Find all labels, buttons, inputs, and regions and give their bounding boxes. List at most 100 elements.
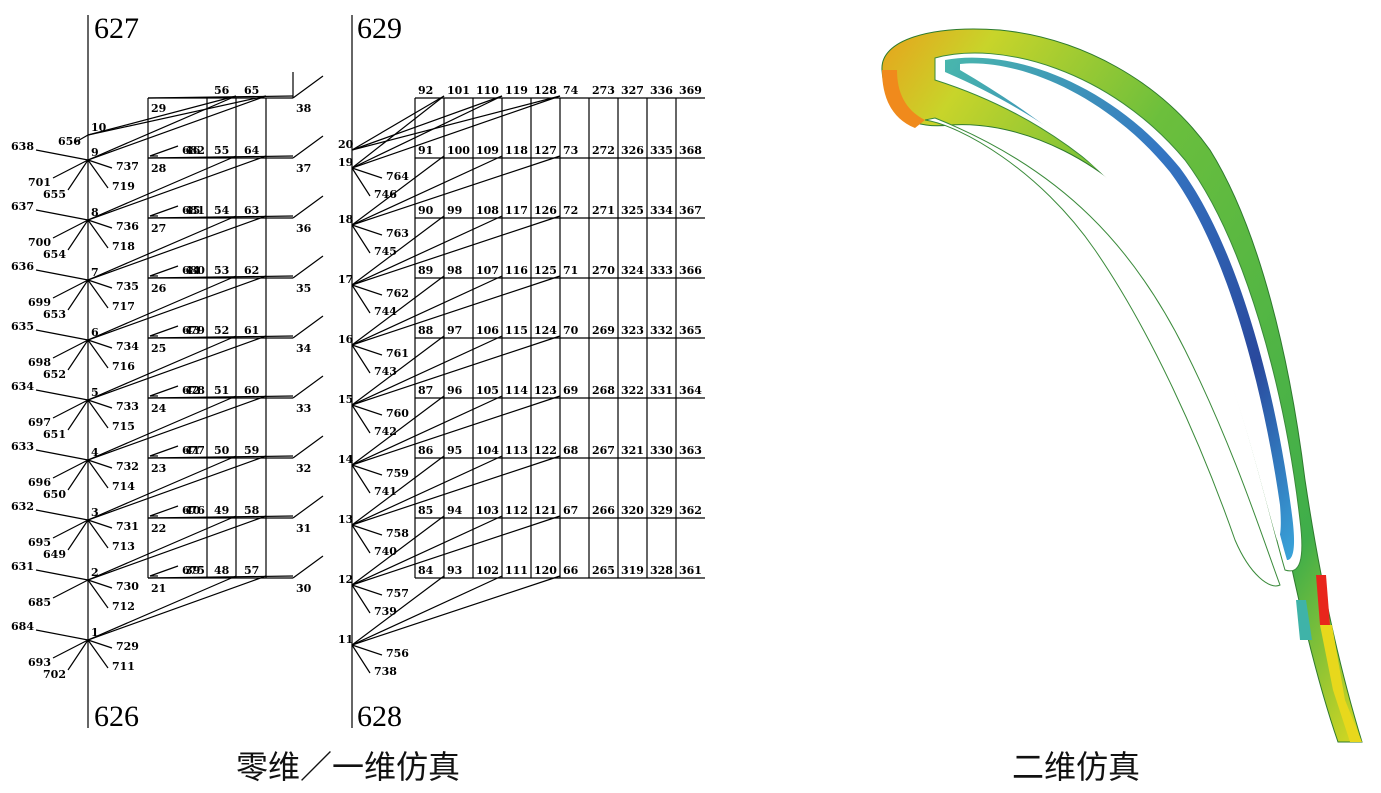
spoke-label: 653: [43, 308, 66, 321]
spoke-line: [87, 279, 113, 289]
spoke-line: [351, 344, 371, 374]
grid-cell-label: 61: [244, 324, 259, 337]
spoke-line: [87, 339, 109, 369]
grid-cell-label: 329: [650, 504, 673, 517]
spoke-line: [351, 524, 383, 536]
spoke-label: 761: [386, 347, 409, 360]
spoke-label: 654: [43, 248, 66, 261]
grid-cell-label: 320: [621, 504, 644, 517]
grid-cell-label: 73: [563, 144, 578, 157]
spoke-line: [67, 639, 89, 671]
fan-line: [87, 515, 267, 581]
node-label: 17: [338, 273, 353, 286]
grid-cell-label: 331: [650, 384, 673, 397]
node-label: 14: [338, 453, 354, 466]
arrow-line: [149, 145, 179, 157]
spoke-label: 702: [43, 668, 66, 681]
diagonal-line: [292, 255, 324, 279]
grid-cell-label: 123: [534, 384, 557, 397]
fan-line: [351, 335, 503, 406]
grid-cell-label: 124: [534, 324, 557, 337]
fan-line: [351, 95, 561, 169]
spoke-label: 652: [43, 368, 66, 381]
node-label: 12: [338, 573, 353, 586]
grid-cell-label: 106: [476, 324, 499, 337]
spoke-line: [351, 167, 383, 179]
blade-hot-spot: [1316, 575, 1330, 625]
node-label: 2: [91, 566, 99, 579]
spoke-line: [67, 519, 89, 551]
spoke-label: 764: [386, 170, 409, 183]
grid-cell-label: 54: [214, 204, 230, 217]
fan-line: [351, 455, 445, 526]
arrow-line: [149, 565, 179, 577]
fan-line: [147, 395, 294, 399]
spoke-label: 732: [116, 460, 139, 473]
fan-line: [351, 155, 561, 226]
grid-cell-label: 128: [534, 84, 557, 97]
fan-line: [87, 455, 267, 521]
grid-cell-label: 86: [418, 444, 434, 457]
spoke-label: 762: [386, 287, 409, 300]
spoke-label: 693: [28, 656, 51, 669]
blade-leading-edge-pocket: [924, 117, 1281, 587]
grid-right-label: 38: [296, 102, 312, 115]
spoke-line: [52, 279, 89, 299]
grid-left-label: 25: [151, 342, 166, 355]
grid-cell-label: 96: [447, 384, 463, 397]
spoke-line: [87, 519, 113, 529]
fan-line: [351, 95, 503, 169]
spoke-line: [35, 149, 89, 161]
spoke-line: [35, 629, 89, 641]
grid-cell-label: 127: [534, 144, 557, 157]
grid-cell-label: 51: [214, 384, 229, 397]
spoke-label: 736: [116, 220, 139, 233]
spoke-label: 631: [11, 560, 34, 573]
spoke-label: 730: [116, 580, 139, 593]
fan-line: [87, 335, 237, 401]
grid-right-label: 30: [296, 582, 312, 595]
spoke-label: 763: [386, 227, 409, 240]
network-diagram-left: 6276261684693702729711263168573071236326…: [11, 12, 324, 733]
spoke-line: [87, 399, 113, 409]
arrow-line: [149, 445, 179, 457]
grid-cell-label: 327: [621, 84, 644, 97]
spoke-line: [351, 584, 383, 596]
grid-cell-label: 333: [650, 264, 673, 277]
spoke-line: [351, 224, 371, 254]
spoke-label: 649: [43, 548, 66, 561]
grid-cell-label: 44: [185, 264, 201, 277]
spoke-line: [87, 579, 113, 589]
spoke-line: [351, 167, 371, 197]
spoke-line: [351, 224, 383, 236]
node-label: 4: [91, 446, 99, 459]
fan-line: [87, 215, 237, 281]
spoke-label: 743: [374, 365, 397, 378]
spoke-line: [351, 644, 383, 656]
spoke-label: 711: [112, 660, 135, 673]
spoke-line: [35, 209, 89, 221]
spoke-line: [67, 219, 89, 251]
fan-line: [87, 455, 237, 521]
grid-cell-label: 272: [592, 144, 615, 157]
grid-cell-label: 112: [505, 504, 528, 517]
fan-line: [87, 395, 267, 461]
grid-cell-label: 59: [244, 444, 259, 457]
grid-cell-label: 87: [418, 384, 433, 397]
node-label: 16: [338, 333, 354, 346]
spoke-label: 635: [11, 320, 34, 333]
grid-cell-label: 363: [679, 444, 702, 457]
fan-line: [351, 95, 445, 151]
grid-cell-label: 85: [418, 504, 433, 517]
spoke-line: [351, 404, 383, 416]
diagonal-line: [292, 315, 324, 339]
spoke-line: [87, 639, 113, 649]
grid-cell-label: 52: [214, 324, 229, 337]
fan-line: [351, 455, 561, 526]
grid-cell-label: 110: [476, 84, 499, 97]
arrow-label: 681: [182, 204, 205, 217]
spoke-label: 695: [28, 536, 51, 549]
fan-line: [351, 395, 503, 466]
arrow-label: 675: [182, 564, 205, 577]
spoke-line: [87, 459, 113, 469]
